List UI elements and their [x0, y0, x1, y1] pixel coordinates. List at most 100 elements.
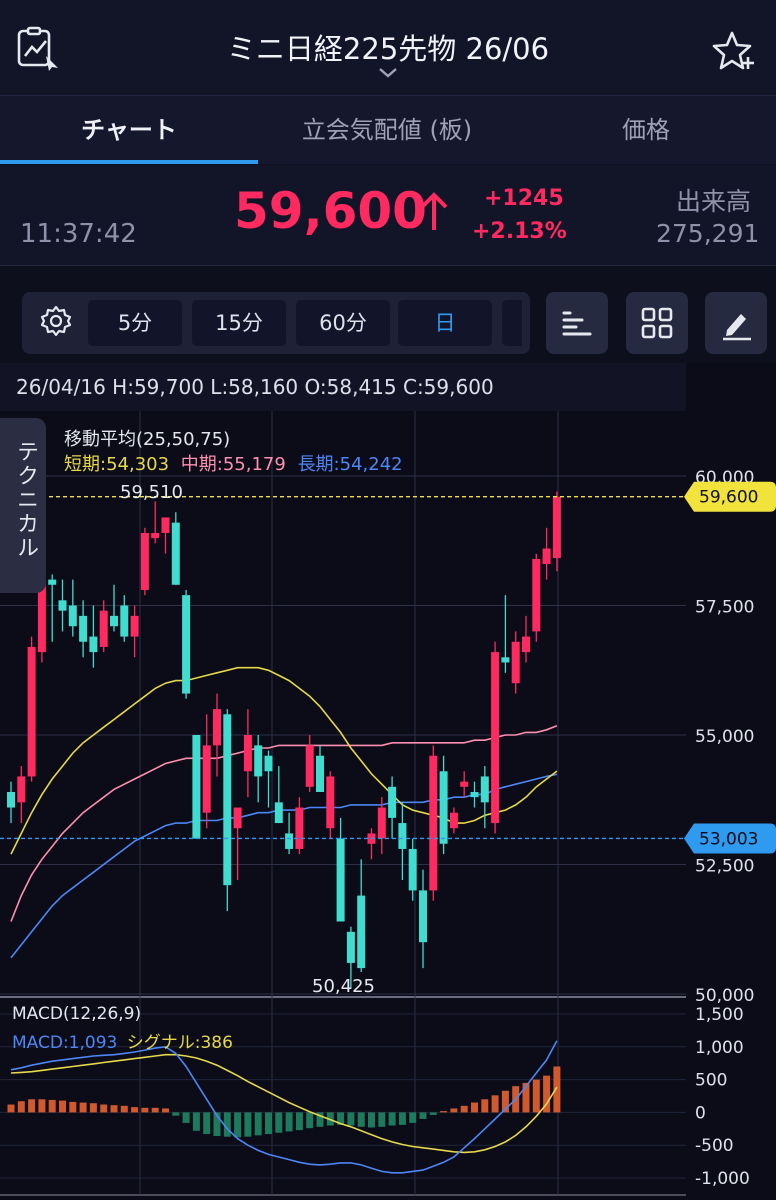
macd-histogram-bar [460, 1105, 468, 1113]
chart-list-icon[interactable] [16, 26, 62, 76]
grid-icon [641, 307, 673, 339]
candle-body [79, 615, 88, 642]
macd-histogram-bar [172, 1112, 180, 1116]
reference-price-marker: 53,003 [699, 829, 758, 849]
macd-histogram-bar [275, 1112, 283, 1133]
macd-histogram-bar [69, 1101, 77, 1113]
candle-body [182, 595, 191, 694]
ma-short-line [10, 666, 558, 855]
timeframe-5min[interactable]: 5分 [88, 300, 182, 346]
macd-axis-label: 500 [695, 1071, 727, 1091]
volume-value: 275,291 [656, 219, 760, 248]
macd-histogram-bar [378, 1112, 386, 1127]
macd-histogram-bar [388, 1112, 396, 1126]
technical-drawer-tab[interactable] [0, 418, 46, 593]
macd-histogram-bar [234, 1112, 242, 1138]
candle-body [37, 579, 46, 653]
candle-body [110, 615, 118, 627]
macd-histogram-bar [357, 1112, 365, 1127]
candle-body [130, 615, 139, 637]
volume-label: 出来高 [676, 187, 752, 216]
candle-body [305, 745, 314, 787]
app-header [0, 0, 776, 96]
macd-histogram-bar [419, 1112, 427, 1119]
ma-legend-title: 移動平均(25,50,75) [64, 429, 231, 450]
price-change: +1245 [484, 186, 564, 211]
macd-histogram-bar [347, 1112, 355, 1126]
page-title[interactable]: ミニ日経225先物 26/06 [226, 32, 550, 66]
macd-axis-label: 1,500 [695, 1005, 744, 1025]
candle-body [377, 807, 386, 839]
macd-histogram-bar [265, 1112, 272, 1135]
reference-price-marker-bg [684, 823, 776, 854]
candle-body [27, 646, 36, 777]
timeframe-daily[interactable]: 日 [398, 300, 492, 346]
indicator-list-button[interactable] [546, 292, 608, 354]
candle-body [398, 823, 407, 849]
macd-axis-label: 0 [695, 1103, 706, 1123]
candle-body [295, 807, 304, 849]
macd-axis-label: -500 [695, 1136, 734, 1156]
macd-histogram-bar [7, 1104, 15, 1113]
candle-body [449, 812, 458, 829]
technical-label[interactable]: テクニカル [13, 440, 38, 560]
candle-body [460, 781, 469, 787]
macd-legend-values: MACD:1,093 シグナル:386 [12, 1028, 233, 1053]
macd-histogram-bar [17, 1101, 25, 1113]
candle-body [429, 755, 438, 891]
macd-histogram-bar [244, 1112, 252, 1137]
ma-mid-line [10, 724, 558, 922]
candle-body [357, 895, 366, 969]
macd-histogram-bar [522, 1082, 530, 1113]
candle-body [140, 532, 149, 590]
layout-button[interactable] [626, 292, 688, 354]
tab-chart[interactable]: チャート [81, 116, 177, 144]
candle-body [89, 636, 98, 653]
candle-body [161, 517, 170, 533]
gear-icon[interactable] [38, 303, 74, 343]
ma-short-value: 短期:54,303 [64, 454, 170, 475]
macd-histogram-bar [501, 1090, 509, 1113]
candle-body [99, 610, 108, 647]
ohlc-readout: 26/04/16 H:59,700 L:58,160 O:58,415 C:59… [16, 375, 494, 399]
tab-price[interactable]: 価格 [622, 116, 670, 144]
macd-histogram-bar [182, 1112, 190, 1123]
chevron-down-icon[interactable] [378, 64, 398, 83]
macd-histogram-bar [481, 1099, 489, 1113]
macd-histogram-bar [141, 1107, 149, 1113]
drawing-button[interactable] [705, 292, 767, 354]
candle-body [202, 745, 211, 813]
candle-body [522, 636, 530, 653]
candle-body [254, 745, 263, 777]
macd-histogram-bar [553, 1066, 561, 1113]
macd-histogram-bar [120, 1105, 128, 1113]
tab-order-book[interactable]: 立会気配値 (板) [301, 116, 473, 144]
macd-histogram-bar [100, 1104, 108, 1113]
quote-panel [0, 165, 776, 266]
last-price-marker-bg [684, 481, 776, 512]
macd-signal-line [10, 1053, 558, 1154]
active-tab-indicator [0, 160, 258, 164]
macd-histogram-bar [79, 1102, 87, 1113]
candle-body [491, 652, 500, 824]
timeframe-more[interactable] [502, 300, 522, 346]
macd-histogram-bar [28, 1099, 36, 1113]
ma-legend-values: 短期:54,303 中期:55,179 長期:54,242 [64, 450, 403, 476]
candle-body [316, 755, 324, 792]
candle-body [213, 709, 221, 746]
price-axis-label: 57,500 [695, 598, 754, 618]
price-axis-label: 52,500 [695, 857, 754, 877]
macd-histogram-bar [213, 1112, 221, 1137]
star-add-icon[interactable] [712, 30, 758, 76]
timeframe-60min[interactable]: 60分 [296, 300, 390, 346]
candle-body [501, 657, 510, 663]
candle-body [480, 776, 489, 803]
candle-body [326, 776, 335, 829]
candle-body [511, 641, 520, 684]
ma-long-value: 長期:54,242 [297, 454, 403, 475]
candle-body [171, 522, 180, 585]
high-annotation: 59,510 [120, 482, 183, 503]
timeframe-15min[interactable]: 15分 [192, 300, 286, 346]
macd-histogram-bar [440, 1111, 448, 1113]
